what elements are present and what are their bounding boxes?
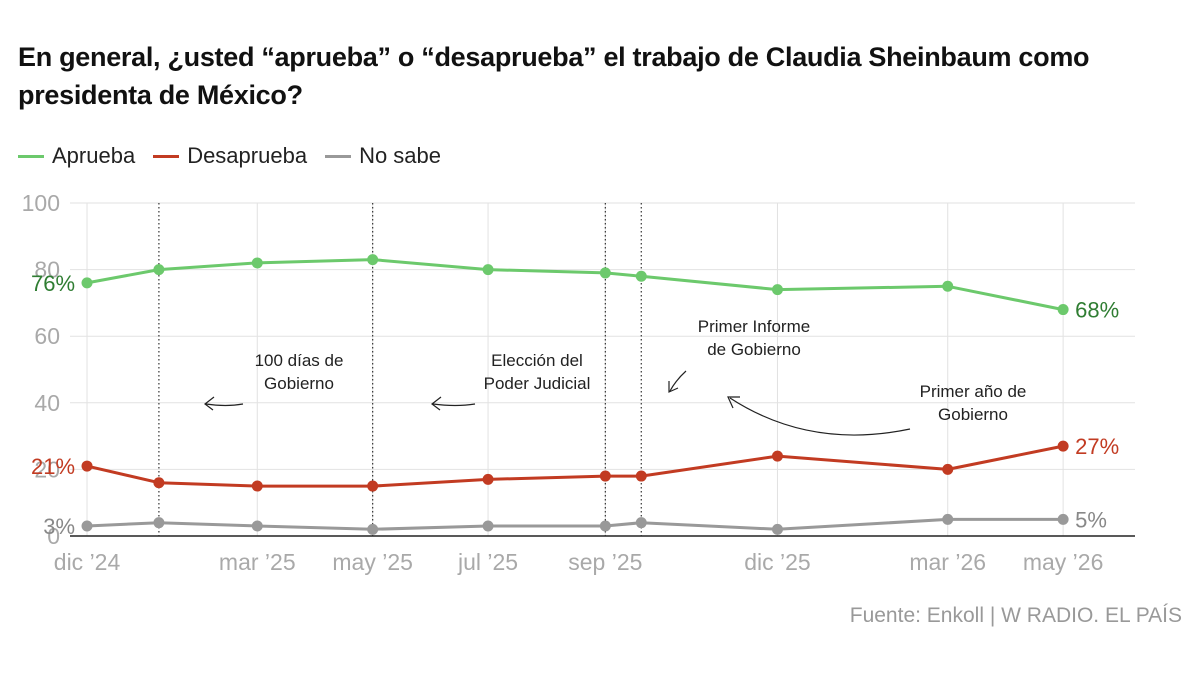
x-tick-label-3: jul ’25 bbox=[457, 549, 518, 575]
start-label-aprueba: 76% bbox=[31, 271, 75, 296]
event-arrowhead-0 bbox=[204, 396, 215, 411]
data-point-aprueba-3 bbox=[367, 254, 379, 266]
legend-item-aprueba: Aprueba bbox=[18, 143, 135, 169]
event-label-1-line-1: Poder Judicial bbox=[484, 374, 591, 393]
legend-label-desaprueba: Desaprueba bbox=[187, 143, 308, 168]
data-point-desaprueba-1 bbox=[153, 477, 165, 489]
x-tick-label-6: mar ’26 bbox=[909, 549, 986, 575]
data-point-desaprueba-3 bbox=[367, 480, 379, 492]
data-point-desaprueba-5 bbox=[599, 470, 611, 482]
start-label-desaprueba: 21% bbox=[31, 454, 75, 479]
data-point-no-sabe-6 bbox=[635, 517, 647, 529]
data-point-no-sabe-4 bbox=[482, 520, 494, 532]
event-label-0-line-0: 100 días de bbox=[255, 351, 344, 370]
data-point-no-sabe-7 bbox=[771, 523, 783, 535]
legend-label-no-sabe: No sabe bbox=[359, 143, 442, 168]
event-arrow-2 bbox=[669, 370, 687, 392]
data-point-aprueba-5 bbox=[599, 267, 611, 279]
event-arrowhead-1 bbox=[431, 396, 442, 411]
end-label-no-sabe: 5% bbox=[1075, 507, 1107, 532]
legend-swatch-no-sabe bbox=[325, 154, 352, 158]
data-point-aprueba-4 bbox=[482, 264, 494, 276]
y-tick-label-4: 80 bbox=[34, 257, 60, 283]
event-arrowhead-2 bbox=[668, 381, 679, 393]
data-point-aprueba-9 bbox=[1057, 304, 1069, 316]
event-arrow-3 bbox=[729, 397, 911, 436]
event-label-3-line-0: Primer año de bbox=[920, 382, 1027, 401]
event-label-2-line-0: Primer Informe bbox=[698, 317, 810, 336]
data-point-no-sabe-8 bbox=[942, 513, 954, 525]
end-label-desaprueba: 27% bbox=[1075, 434, 1119, 459]
y-tick-label-0: 0 bbox=[47, 523, 60, 549]
x-tick-label-5: dic ’25 bbox=[744, 549, 810, 575]
data-point-desaprueba-7 bbox=[771, 450, 783, 462]
legend: Aprueba Desaprueba No sabe bbox=[18, 142, 459, 170]
legend-swatch-desaprueba bbox=[153, 154, 180, 158]
event-label-1-line-0: Elección del bbox=[491, 351, 583, 370]
y-tick-label-1: 20 bbox=[34, 456, 60, 482]
data-point-aprueba-0 bbox=[81, 277, 93, 289]
data-point-desaprueba-2 bbox=[251, 480, 263, 492]
x-tick-label-7: may ’26 bbox=[1023, 549, 1104, 575]
series-line-desaprueba bbox=[86, 444, 1064, 488]
y-tick-label-3: 60 bbox=[34, 323, 60, 349]
data-point-aprueba-1 bbox=[153, 264, 165, 276]
legend-item-desaprueba: Desaprueba bbox=[153, 143, 307, 169]
data-point-desaprueba-4 bbox=[482, 473, 494, 485]
data-point-desaprueba-8 bbox=[942, 463, 954, 475]
y-tick-label-5: 100 bbox=[22, 190, 60, 216]
data-point-no-sabe-0 bbox=[81, 520, 93, 532]
data-point-desaprueba-0 bbox=[81, 460, 93, 472]
data-point-no-sabe-1 bbox=[153, 517, 165, 529]
data-point-aprueba-8 bbox=[942, 280, 954, 292]
data-point-aprueba-6 bbox=[635, 270, 647, 282]
event-arrow-0 bbox=[205, 403, 244, 407]
x-tick-label-2: may ’25 bbox=[332, 549, 413, 575]
data-point-no-sabe-5 bbox=[599, 520, 611, 532]
event-label-2-line-1: de Gobierno bbox=[707, 340, 801, 359]
series-line-no-sabe bbox=[86, 517, 1064, 531]
start-label-no-sabe: 3% bbox=[43, 514, 75, 539]
data-point-no-sabe-9 bbox=[1057, 513, 1069, 525]
data-point-desaprueba-9 bbox=[1057, 440, 1069, 452]
event-label-0-line-1: Gobierno bbox=[264, 374, 334, 393]
end-label-aprueba: 68% bbox=[1075, 298, 1119, 323]
event-arrowhead-3 bbox=[727, 396, 740, 409]
data-point-aprueba-2 bbox=[251, 257, 263, 269]
data-point-aprueba-7 bbox=[771, 284, 783, 296]
source-note: Fuente: Enkoll | W RADIO. EL PAÍS bbox=[849, 604, 1182, 627]
x-tick-label-1: mar ’25 bbox=[219, 549, 296, 575]
y-tick-label-2: 40 bbox=[34, 390, 60, 416]
data-point-desaprueba-6 bbox=[635, 470, 647, 482]
legend-item-no-sabe: No sabe bbox=[325, 143, 441, 169]
chart-title: En general, ¿usted “aprueba” o “desaprue… bbox=[18, 42, 1090, 110]
event-label-3-line-1: Gobierno bbox=[938, 405, 1008, 424]
data-point-no-sabe-3 bbox=[367, 523, 379, 535]
series-line-aprueba bbox=[86, 258, 1064, 312]
x-tick-label-0: dic ’24 bbox=[54, 549, 121, 575]
legend-label-aprueba: Aprueba bbox=[52, 143, 136, 168]
event-arrow-1 bbox=[432, 403, 476, 407]
legend-swatch-aprueba bbox=[18, 154, 44, 158]
data-point-no-sabe-2 bbox=[251, 520, 263, 532]
x-tick-label-4: sep ’25 bbox=[568, 549, 642, 575]
line-chart: 0 20 40 60 80 100 dic ’24 mar ’25 may ’25 jul ’25… bbox=[22, 190, 1135, 575]
